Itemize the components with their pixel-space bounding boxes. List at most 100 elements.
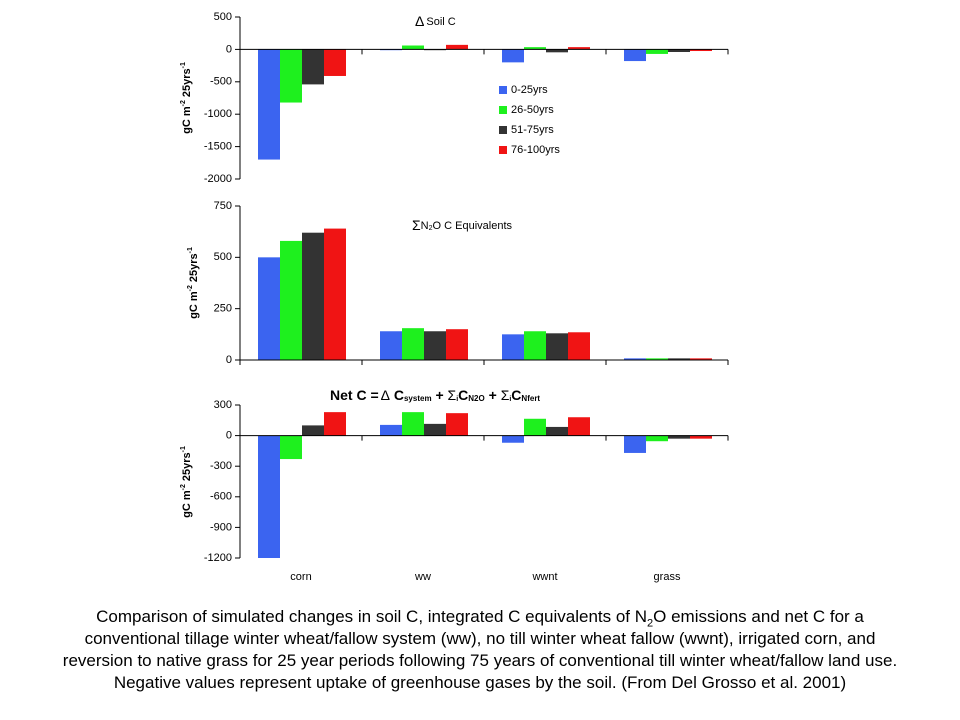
bar-ww-26-50yrs (402, 412, 424, 436)
bar-ww-26-50yrs (402, 328, 424, 360)
y-axis-label: gC m-2 25yrs-1 (180, 62, 193, 134)
title-text: N (421, 220, 429, 232)
title-part: C (511, 387, 521, 403)
bar-wwnt-26-50yrs (524, 47, 546, 50)
bar-wwnt-0-25yrs (502, 435, 524, 443)
title-part: C (390, 387, 404, 403)
title-text: Soil C (426, 16, 455, 28)
y-tick-label: -1500 (204, 141, 232, 153)
bar-wwnt-26-50yrs (524, 418, 546, 436)
bar-wwnt-0-25yrs (502, 334, 524, 360)
title-sigma: Σ (412, 217, 421, 233)
y-axis-label-mid: 25yrs (181, 452, 193, 484)
bar-wwnt-76-100yrs (568, 417, 590, 436)
y-tick-label: 0 (226, 430, 232, 442)
y-tick-label: 0 (226, 43, 232, 55)
legend-label-76-100yrs: 76-100yrs (511, 144, 560, 156)
legend-swatch-0-25yrs (499, 86, 507, 94)
y-axis-label-sup: -2 (180, 484, 187, 490)
y-tick-label: 250 (214, 303, 232, 315)
title-text: O C Equivalents (433, 220, 513, 232)
bar-corn-76-100yrs (324, 412, 346, 436)
title-part: i (456, 396, 458, 403)
bar-corn-51-75yrs (302, 425, 324, 436)
y-tick-label: -1000 (204, 108, 232, 120)
net-c-chart: 300 0 -300 -600 -900 -1200 gC m-2 25yrs-1 Net C… (180, 387, 729, 583)
bar-grass-51-75yrs (668, 435, 690, 439)
title-part: + (485, 387, 501, 403)
bar-grass-51-75yrs (668, 49, 690, 52)
title-part: Σ (501, 387, 510, 403)
bar-corn-76-100yrs (324, 228, 346, 360)
title-part: Σ (448, 387, 457, 403)
legend-label-26-50yrs: 26-50yrs (511, 104, 554, 116)
title-delta: Δ (415, 13, 424, 29)
bar-ww-76-100yrs (446, 329, 468, 360)
bar-wwnt-26-50yrs (524, 331, 546, 360)
y-axis-label-sup: -1 (187, 247, 194, 253)
soil-c-chart: 500 0 -500 -1000 -1500 -2000 gC m-2 25yrs-1 Δ So… (180, 11, 729, 185)
bar-corn-0-25yrs (258, 435, 280, 558)
bar-grass-0-25yrs (624, 49, 646, 62)
bar-wwnt-76-100yrs (568, 332, 590, 360)
bar-corn-76-100yrs (324, 49, 346, 76)
bar-grass-76-100yrs (690, 49, 712, 52)
bar-grass-26-50yrs (646, 49, 668, 54)
caption-subscript: 2 (647, 617, 654, 630)
bar-grass-0-25yrs (624, 358, 646, 360)
title-part: + (432, 387, 448, 403)
y-axis-label-sup: -2 (187, 285, 194, 291)
bar-corn-26-50yrs (280, 49, 302, 103)
x-tick-label-grass: grass (654, 571, 681, 583)
bar-wwnt-51-75yrs (546, 333, 568, 360)
bar-grass-51-75yrs (668, 358, 690, 360)
bar-ww-0-25yrs (380, 331, 402, 360)
bar-corn-26-50yrs (280, 435, 302, 460)
y-axis-label: gC m-2 25yrs-1 (187, 247, 200, 319)
bar-grass-76-100yrs (690, 435, 712, 439)
y-axis-label-sup: -2 (180, 100, 187, 106)
bar-ww-76-100yrs (446, 413, 468, 436)
y-axis-label-main: gC m (188, 291, 200, 319)
y-tick-label: -600 (210, 491, 232, 503)
y-tick-label: -900 (210, 521, 232, 533)
legend-swatch-76-100yrs (499, 146, 507, 154)
bar-corn-51-75yrs (302, 232, 324, 360)
chart-title: Net C = Δ Csystem + ΣiCN2O + ΣiCNfert (330, 387, 540, 403)
y-axis-label-main: gC m (181, 490, 193, 518)
bar-ww-0-25yrs (380, 424, 402, 436)
y-tick-label: 500 (214, 251, 232, 263)
legend-label-0-25yrs: 0-25yrs (511, 84, 548, 96)
bar-ww-76-100yrs (446, 44, 468, 50)
title-sub: 2 (429, 225, 433, 232)
bar-grass-76-100yrs (690, 358, 712, 360)
title-part: i (509, 396, 511, 403)
legend-box (495, 83, 585, 161)
bar-grass-26-50yrs (646, 435, 668, 442)
title-part: C (458, 387, 468, 403)
x-tick-label-wwnt: wwnt (531, 571, 557, 583)
title-part: Δ (381, 387, 390, 403)
y-axis-label: gC m-2 25yrs-1 (180, 446, 193, 518)
chart-title: Δ Soil C (415, 13, 456, 29)
y-tick-label: 300 (214, 399, 232, 411)
title-part: Net C = (330, 387, 379, 403)
x-tick-label-corn: corn (290, 571, 311, 583)
bar-corn-0-25yrs (258, 257, 280, 360)
figure-caption: Comparison of simulated changes in soil … (60, 606, 900, 694)
y-tick-label: 500 (214, 11, 232, 23)
legend: 0-25yrs 26-50yrs 51-75yrs 76-100yrs (495, 83, 585, 161)
bar-wwnt-76-100yrs (568, 47, 590, 50)
bar-corn-26-50yrs (280, 240, 302, 360)
title-part: Nfert (521, 394, 540, 403)
title-part: system (404, 394, 432, 403)
bar-corn-51-75yrs (302, 49, 324, 85)
legend-swatch-26-50yrs (499, 106, 507, 114)
bar-ww-51-75yrs (424, 423, 446, 436)
bar-ww-26-50yrs (402, 45, 424, 50)
y-axis-label-sup: -1 (180, 446, 187, 452)
bar-corn-0-25yrs (258, 49, 280, 160)
bar-grass-26-50yrs (646, 358, 668, 360)
legend-label-51-75yrs: 51-75yrs (511, 124, 554, 136)
